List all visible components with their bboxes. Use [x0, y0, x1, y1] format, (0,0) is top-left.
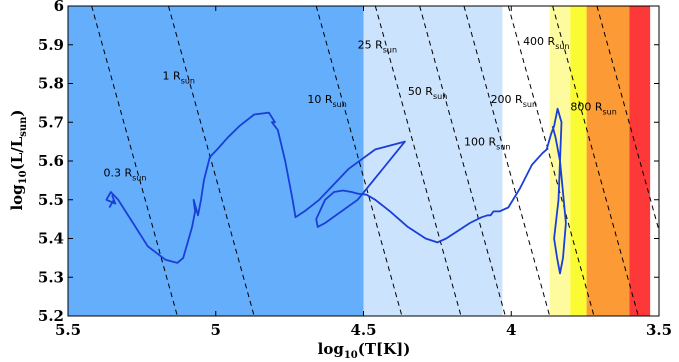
y-axis-label-sub2: sun	[18, 116, 29, 137]
radius-label-7: 400 Rsun	[523, 35, 569, 51]
temperature-bands	[68, 6, 651, 316]
x-axis-label: log10(T[K])	[318, 340, 411, 361]
x-tick-label-3: 4	[506, 321, 516, 339]
x-axis-label-rest: (T[K])	[358, 340, 411, 358]
y-tick-label-1: 5.3	[38, 268, 64, 286]
x-tick-label-4: 3.5	[646, 321, 672, 339]
y-tick-label-3: 5.5	[38, 191, 64, 209]
x-axis-label-sub: 10	[344, 350, 358, 361]
x-tick-label-2: 4.5	[350, 321, 376, 339]
radius-label-0: 0.3 Rsun	[103, 167, 146, 183]
evolution-track-0	[105, 107, 567, 275]
y-axis-label-sub: 10	[18, 170, 29, 184]
y-axis-label-end: )	[8, 109, 26, 116]
radius-label-6: 200 Rsun	[491, 93, 537, 109]
radius-label-4: 50 Rsun	[408, 85, 447, 101]
y-axis-label: log10(L/Lsun)	[8, 109, 29, 210]
y-tick-label-8: 6	[54, 0, 64, 15]
radius-label-8: 800 Rsun	[570, 101, 616, 117]
y-tick-label-4: 5.6	[38, 152, 64, 170]
x-tick-label-0: 5.5	[55, 321, 81, 339]
y-tick-label-5: 5.7	[38, 113, 64, 131]
x-tick-label-1: 5	[211, 321, 221, 339]
temperature-band-4	[586, 6, 630, 316]
radius-label-3: 25 Rsun	[358, 39, 397, 55]
y-axis-label-base: log	[8, 184, 26, 211]
radius-label-2: 10 Rsun	[307, 93, 346, 109]
y-tick-label-2: 5.4	[38, 230, 64, 248]
y-tick-label-0: 5.2	[38, 307, 64, 325]
radius-labels: 0.3 Rsun 1 Rsun 10 Rsun 25 Rsun 50 Rsun 100 R…	[103, 35, 616, 183]
temperature-band-1	[363, 6, 503, 316]
temperature-band-3	[570, 6, 587, 316]
y-axis-label-mid: (L/L	[8, 136, 26, 170]
evolution-tracks	[105, 107, 567, 275]
temperature-band-0	[68, 6, 364, 316]
x-axis-label-base: log	[318, 340, 345, 358]
temperature-band-5	[629, 6, 651, 316]
axis-ticks: 5.5 5 4.5 4 3.5 5.2 5.3 5.4 5.5 5.6 5.7 5.8 5.9 6	[38, 0, 672, 339]
radius-label-1: 1 Rsun	[163, 70, 195, 86]
radius-label-5: 100 Rsun	[464, 136, 510, 152]
y-tick-label-7: 5.9	[38, 36, 64, 54]
y-tick-label-6: 5.8	[38, 75, 64, 93]
